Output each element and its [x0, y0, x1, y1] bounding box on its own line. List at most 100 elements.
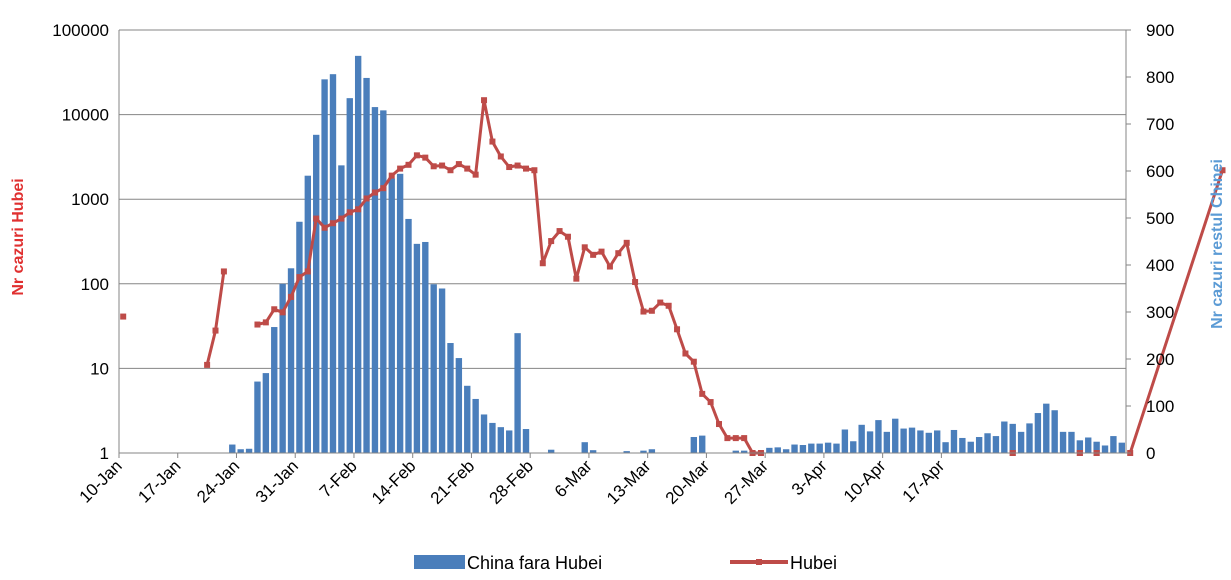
bar	[1043, 403, 1050, 453]
bar	[984, 433, 991, 453]
bar	[405, 218, 412, 453]
x-tick-label: 10-Jan	[76, 456, 126, 506]
bar	[346, 98, 353, 454]
bar	[279, 283, 286, 453]
line-point	[279, 309, 286, 316]
y-right-tick-label: 100	[1146, 397, 1174, 416]
bar	[1110, 436, 1117, 453]
line-point	[472, 171, 479, 178]
line-point	[413, 152, 420, 159]
y-right-tick-label: 400	[1146, 256, 1174, 275]
bar-series-china-fara-hubei	[229, 55, 1125, 454]
line-point	[422, 154, 429, 161]
line-point	[338, 215, 345, 222]
y-left-tick-label: 100	[81, 275, 109, 294]
y-left-tick-label: 1000	[71, 190, 109, 209]
bar	[547, 449, 555, 453]
bar	[438, 288, 446, 453]
bar	[732, 450, 739, 453]
bar	[766, 447, 773, 453]
x-tick-label: 10-Apr	[840, 456, 890, 506]
bar	[1085, 437, 1092, 453]
line-point	[665, 302, 672, 309]
bar	[925, 432, 932, 453]
x-tick-label: 28-Feb	[485, 456, 537, 508]
bar	[422, 241, 429, 453]
line-point	[640, 308, 647, 315]
line-point	[220, 268, 227, 275]
line-point	[439, 162, 446, 169]
line-point	[304, 268, 311, 275]
line-point	[590, 251, 597, 258]
bar	[782, 449, 790, 453]
bar	[262, 373, 270, 453]
bar	[774, 447, 781, 453]
line-point	[204, 361, 211, 368]
line-point	[363, 195, 370, 202]
y-right-tick-label: 800	[1146, 68, 1174, 87]
line-point	[212, 327, 219, 334]
bar	[245, 448, 253, 453]
line-point	[690, 358, 697, 365]
bar	[447, 343, 454, 453]
line-series-hubei	[120, 97, 1226, 456]
line-point	[497, 153, 504, 160]
legend-label-line: Hubei	[790, 553, 837, 573]
bar	[808, 443, 815, 453]
y-left-tick-label: 10	[90, 359, 109, 378]
bar	[304, 175, 312, 453]
bar	[237, 449, 244, 453]
bar	[917, 430, 924, 453]
bar	[1026, 423, 1033, 453]
line-point	[489, 138, 496, 145]
line-point	[329, 220, 336, 227]
line-point	[724, 435, 731, 442]
line-point	[632, 279, 639, 286]
bar	[522, 429, 530, 453]
x-tick-label: 20-Mar	[662, 456, 714, 508]
bar	[933, 430, 941, 453]
bar	[489, 422, 496, 453]
line-point	[388, 172, 395, 179]
line-point	[548, 238, 555, 245]
bar	[850, 441, 857, 453]
line-point	[598, 248, 605, 255]
bar	[799, 445, 807, 453]
bar	[589, 450, 597, 453]
line-point	[564, 233, 571, 240]
bar	[858, 424, 865, 453]
line-point	[716, 421, 723, 428]
bar	[329, 74, 337, 454]
y-left-tick-label: 100000	[52, 21, 109, 40]
line-point	[296, 274, 303, 281]
line-point	[506, 164, 513, 171]
line-point	[606, 263, 613, 270]
line-point	[707, 399, 714, 406]
x-tick-label: 7-Feb	[316, 456, 361, 501]
line-point	[271, 306, 278, 313]
line-point	[539, 260, 546, 267]
y-left-tick-label: 10000	[62, 106, 109, 125]
line-point	[556, 228, 563, 235]
x-tick-label: 6-Mar	[551, 456, 596, 501]
legend-label-bars: China fara Hubei	[467, 553, 602, 573]
line-point	[380, 185, 387, 192]
line-point	[254, 321, 261, 328]
bar	[338, 165, 345, 454]
bar	[900, 428, 907, 453]
y-right-tick-label: 300	[1146, 303, 1174, 322]
bar	[791, 444, 798, 453]
bar	[254, 381, 261, 453]
y-right-tick-label: 200	[1146, 350, 1174, 369]
bar	[514, 333, 521, 453]
line-point	[405, 161, 412, 168]
line-point	[522, 165, 529, 172]
legend-swatch-bars	[414, 555, 465, 569]
bar	[908, 427, 916, 453]
bar	[455, 358, 463, 453]
bar	[992, 436, 1000, 453]
bar	[1051, 410, 1058, 453]
bar	[740, 450, 748, 453]
line-point	[1219, 167, 1226, 174]
